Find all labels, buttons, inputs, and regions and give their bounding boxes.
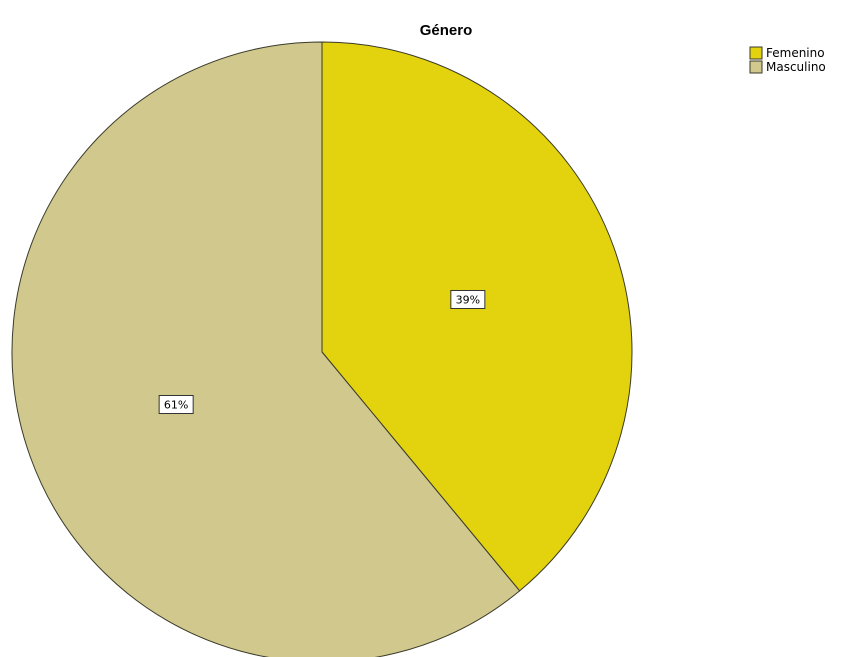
legend-label-masculino: Masculino — [766, 60, 826, 74]
legend-swatch-masculino — [749, 60, 763, 74]
pie-slice-femenino — [321, 41, 633, 592]
data-label-text: 39% — [456, 293, 480, 306]
data-label-text: 61% — [164, 399, 188, 412]
data-label-femenino: 39% — [450, 289, 486, 309]
chart-title: Género — [420, 22, 473, 39]
legend-label-femenino: Femenino — [766, 46, 825, 60]
pie-slice-masculino — [11, 41, 521, 657]
data-label-masculino: 61% — [158, 395, 194, 415]
pie-slices — [11, 41, 633, 657]
data-label-box — [450, 289, 486, 309]
data-label-box — [158, 395, 194, 415]
legend-swatch-femenino — [749, 46, 763, 60]
pie-data-labels: 39% 61% — [158, 289, 486, 415]
